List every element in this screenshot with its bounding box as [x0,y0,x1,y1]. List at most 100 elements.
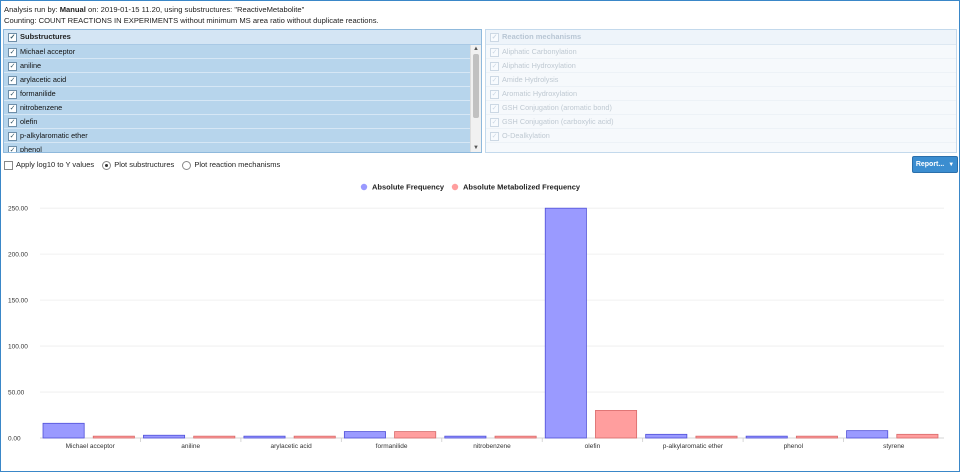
substructure-checkbox[interactable]: ✓ [8,104,17,113]
substructure-label: phenol [20,145,42,152]
analysis-info: Analysis run by: Manual on: 2019-01-15 1… [4,4,379,26]
bar [846,430,889,439]
mechanism-checkbox[interactable]: ✓ [490,90,499,99]
y-tick-label: 50.00 [8,390,25,397]
mechanism-checkbox[interactable]: ✓ [490,132,499,141]
mechanism-checkbox[interactable]: ✓ [490,48,499,57]
y-tick-label: 0.00 [8,436,21,443]
bar [544,207,587,439]
counting-line: Counting: COUNT REACTIONS IN EXPERIMENTS… [4,16,379,25]
mechanism-checkbox[interactable]: ✓ [490,76,499,85]
plot-options: Apply log10 to Y values Plot substructur… [4,159,286,171]
x-tick-label: phenol [784,443,804,450]
substructures-header[interactable]: ✓ Substructures [4,30,481,45]
bar [193,435,236,439]
x-tick-label: formanilide [376,443,408,450]
substructure-item[interactable]: ✓ phenol [4,143,470,152]
reaction-mechanisms-list: ✓ Aliphatic Carbonylation ✓ Aliphatic Hydro… [486,45,956,152]
substructure-label: nitrobenzene [20,103,63,112]
substructure-label: p-alkylaromatic ether [20,131,88,140]
bar [293,435,336,439]
log10-checkbox[interactable] [4,160,13,170]
substructure-label: formanilide [20,89,56,98]
mechanism-item[interactable]: ✓ Aliphatic Hydroxylation [486,59,956,73]
mechanism-label: GSH Conjugation (aromatic bond) [502,103,612,112]
mechanism-label: Amide Hydrolysis [502,75,559,84]
substructure-checkbox[interactable]: ✓ [8,48,17,57]
mechanism-label: Aliphatic Carbonylation [502,47,577,56]
bar [243,435,286,439]
x-tick-label: p-alkylaromatic ether [663,443,724,450]
bar [444,435,487,439]
y-tick-label: 250.00 [8,206,28,213]
scroll-up-arrow-icon[interactable]: ▲ [473,46,479,52]
bar [896,433,939,439]
mechanism-item[interactable]: ✓ GSH Conjugation (carboxylic acid) [486,115,956,129]
scroll-down-arrow-icon[interactable]: ▼ [473,145,479,151]
x-tick-label: olefin [585,443,601,450]
analysis-run-line: Analysis run by: Manual on: 2019-01-15 1… [4,5,305,14]
substructure-item[interactable]: ✓ aniline [4,59,470,73]
substructure-checkbox[interactable]: ✓ [8,132,17,141]
mechanism-item[interactable]: ✓ Aromatic Hydroxylation [486,87,956,101]
substructures-list: ✓ Michael acceptor ✓ aniline ✓ arylacetic aci… [4,45,470,152]
scroll-thumb[interactable] [473,54,479,118]
legend-label: Absolute Metabolized Frequency [463,183,581,192]
bar [42,422,85,439]
legend-swatch [360,183,368,191]
substructure-checkbox[interactable]: ✓ [8,90,17,99]
mechanism-item[interactable]: ✓ GSH Conjugation (aromatic bond) [486,101,956,115]
select-all-substructures-checkbox[interactable]: ✓ [8,33,17,42]
reaction-mechanisms-header[interactable]: ✓ Reaction mechanisms [486,30,956,45]
substructure-checkbox[interactable]: ✓ [8,118,17,127]
mechanism-label: Aliphatic Hydroxylation [502,61,576,70]
substructure-item[interactable]: ✓ formanilide [4,87,470,101]
substructure-label: aniline [20,61,42,70]
plot-substructures-radio[interactable] [102,160,112,170]
mechanism-item[interactable]: ✓ O-Dealkylation [486,129,956,143]
substructure-item[interactable]: ✓ arylacetic acid [4,73,470,87]
substructure-checkbox[interactable]: ✓ [8,146,17,152]
bar [645,433,688,439]
plot-substructures-option[interactable]: Plot substructures [102,159,174,171]
substructure-item[interactable]: ✓ nitrobenzene [4,101,470,115]
substructures-panel: ✓ Substructures ✓ Michael acceptor ✓ anilin… [3,29,482,153]
plot-mechanisms-option[interactable]: Plot reaction mechanisms [182,159,280,171]
select-all-mechanisms-checkbox[interactable]: ✓ [490,33,499,42]
y-tick-label: 150.00 [8,298,28,305]
x-tick-label: Michael acceptor [66,443,116,450]
substructure-item[interactable]: ✓ p-alkylaromatic ether [4,129,470,143]
x-tick-label: arylacetic acid [271,443,313,450]
substructure-checkbox[interactable]: ✓ [8,62,17,71]
bar [92,435,135,439]
reaction-mechanisms-header-label: Reaction mechanisms [502,32,582,41]
plot-mechanisms-radio[interactable] [182,160,192,170]
mechanism-item[interactable]: ✓ Amide Hydrolysis [486,73,956,87]
y-tick-label: 100.00 [8,344,28,351]
chevron-down-icon: ▼ [948,162,955,168]
bar [795,435,838,439]
substructures-scrollbar[interactable]: ▲ ▼ [470,45,481,152]
substructure-checkbox[interactable]: ✓ [8,76,17,85]
report-button[interactable]: Report... ▼ [912,156,958,173]
mechanism-label: Aromatic Hydroxylation [502,89,578,98]
mechanism-checkbox[interactable]: ✓ [490,104,499,113]
mechanism-label: GSH Conjugation (carboxylic acid) [502,117,614,126]
run-user: Manual [59,5,86,14]
mechanism-item[interactable]: ✓ Aliphatic Carbonylation [486,45,956,59]
frequency-chart: Absolute Frequency Absolute Metabolized F… [8,183,944,450]
x-tick-label: styrene [883,443,905,450]
mechanism-checkbox[interactable]: ✓ [490,62,499,71]
bar [343,431,386,439]
mechanism-checkbox[interactable]: ✓ [490,118,499,127]
bar [494,435,537,439]
log10-option[interactable]: Apply log10 to Y values [4,159,94,171]
substructure-item[interactable]: ✓ olefin [4,115,470,129]
substructure-item[interactable]: ✓ Michael acceptor [4,45,470,59]
x-tick-label: nitrobenzene [473,443,511,450]
legend-label: Absolute Frequency [372,183,445,192]
reaction-mechanisms-panel: ✓ Reaction mechanisms ✓ Aliphatic Carbony… [485,29,957,153]
substructure-label: arylacetic acid [20,75,67,84]
bar [695,435,738,439]
y-tick-label: 200.00 [8,252,28,259]
